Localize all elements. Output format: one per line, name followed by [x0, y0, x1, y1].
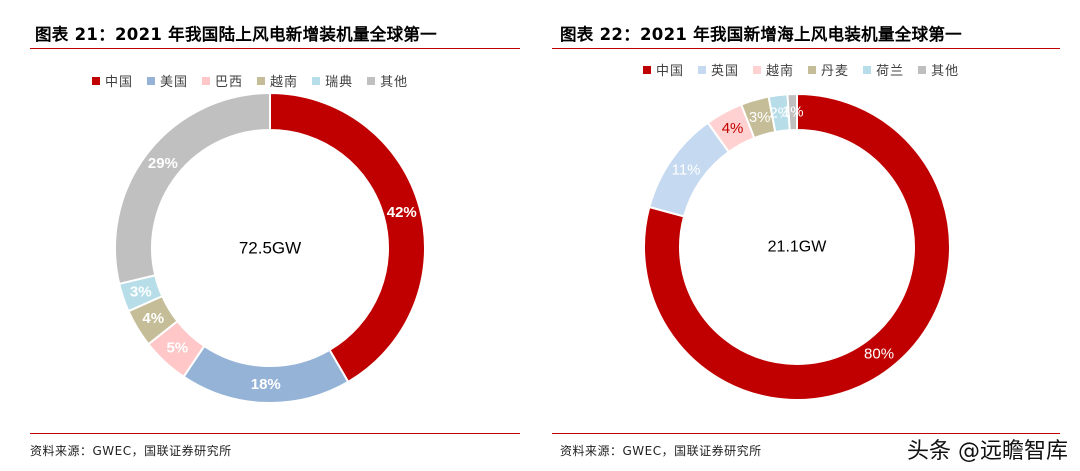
legend-label: 越南 [270, 75, 299, 90]
legend-item: 英国 [698, 60, 739, 79]
legend-item: 中国 [643, 60, 684, 79]
legend-item: 巴西 [202, 71, 243, 90]
donut-slice [269, 91, 426, 384]
legend-swatch [918, 65, 927, 74]
source-note: 资料来源：GWEC，国联证券研究所 [560, 444, 762, 458]
slice-data-label: 29% [148, 155, 178, 172]
legend: 中国 英国 越南 丹麦 荷兰 其他 [643, 60, 959, 79]
legend-item: 丹麦 [808, 60, 849, 79]
legend-swatch [753, 65, 762, 74]
donut-chart: 80% 11% 4% 3%2%1% 21.1GW [643, 92, 951, 401]
legend-swatch [808, 65, 817, 74]
legend-label: 中国 [105, 75, 134, 90]
center-total-label: 21.1GW [768, 239, 828, 256]
chart-title: 图表 21：2021 年我国陆上风电新增装机量全球第一 [35, 25, 437, 44]
legend-swatch [643, 65, 651, 74]
chart-title: 图表 22：2021 年我国新增海上风电装机量全球第一 [560, 25, 962, 44]
legend-item: 美国 [147, 71, 188, 90]
legend-label: 其他 [931, 64, 960, 79]
title-rule [552, 48, 1060, 49]
legend-item: 其他 [918, 60, 959, 79]
donut-slice [182, 344, 350, 404]
slice-data-label: 1% [782, 104, 804, 121]
slice-data-label: 2% [769, 105, 791, 122]
legend-item: 荷兰 [863, 60, 904, 79]
chart-panel-left: 图表 21：2021 年我国陆上风电新增装机量全球第一 中国 美国 巴西 越南 瑞典 其他… [30, 25, 520, 458]
legend-label: 巴西 [215, 75, 244, 90]
legend-swatch [202, 76, 211, 85]
donut-chart: 42% 18% 5%4% 3% 29% 72.5GW [114, 91, 426, 404]
legend-swatch [863, 65, 872, 74]
legend-swatch [367, 76, 376, 85]
legend-item: 越南 [257, 71, 298, 90]
legend-label: 其他 [380, 75, 409, 90]
legend-label: 瑞典 [325, 75, 354, 90]
slice-data-label: 4% [722, 120, 744, 137]
legend-swatch [698, 65, 707, 74]
legend-label: 英国 [711, 64, 740, 79]
legend-swatch [92, 76, 100, 85]
slice-data-label: 4% [142, 310, 164, 327]
legend: 中国 美国 巴西 越南 瑞典 其他 [92, 71, 408, 90]
center-total-label: 72.5GW [239, 239, 301, 258]
title-rule [30, 48, 520, 49]
legend-item: 其他 [367, 71, 408, 90]
footer-rule [552, 433, 1060, 434]
legend-item: 瑞典 [312, 71, 353, 90]
chart-panel-right: 图表 22：2021 年我国新增海上风电装机量全球第一 中国 英国 越南 丹麦 荷兰 其他… [540, 0, 1080, 471]
slice-data-label: 18% [251, 376, 281, 393]
watermark: 头条 @远瞻智库 [907, 439, 1068, 464]
slice-data-label: 5% [166, 340, 188, 357]
source-note: 资料来源：GWEC，国联证券研究所 [30, 444, 232, 458]
slice-data-label: 11% [672, 162, 701, 179]
legend-swatch [312, 76, 321, 85]
legend-label: 美国 [160, 75, 189, 90]
footer-rule [30, 433, 520, 434]
slice-data-label: 3% [749, 109, 771, 126]
legend-label: 丹麦 [821, 64, 850, 79]
legend-swatch [147, 76, 156, 85]
slice-data-label: 3% [130, 283, 152, 300]
legend-label: 荷兰 [876, 64, 905, 79]
legend-item: 越南 [753, 60, 794, 79]
legend-swatch [257, 76, 266, 85]
slice-data-label: 42% [387, 204, 417, 221]
legend-label: 中国 [656, 64, 685, 79]
donut-slice [643, 92, 951, 401]
legend-label: 越南 [766, 64, 795, 79]
legend-item: 中国 [92, 71, 133, 90]
slice-data-label: 80% [864, 346, 894, 363]
donut-slice [786, 92, 798, 132]
donut-slice [114, 91, 271, 286]
